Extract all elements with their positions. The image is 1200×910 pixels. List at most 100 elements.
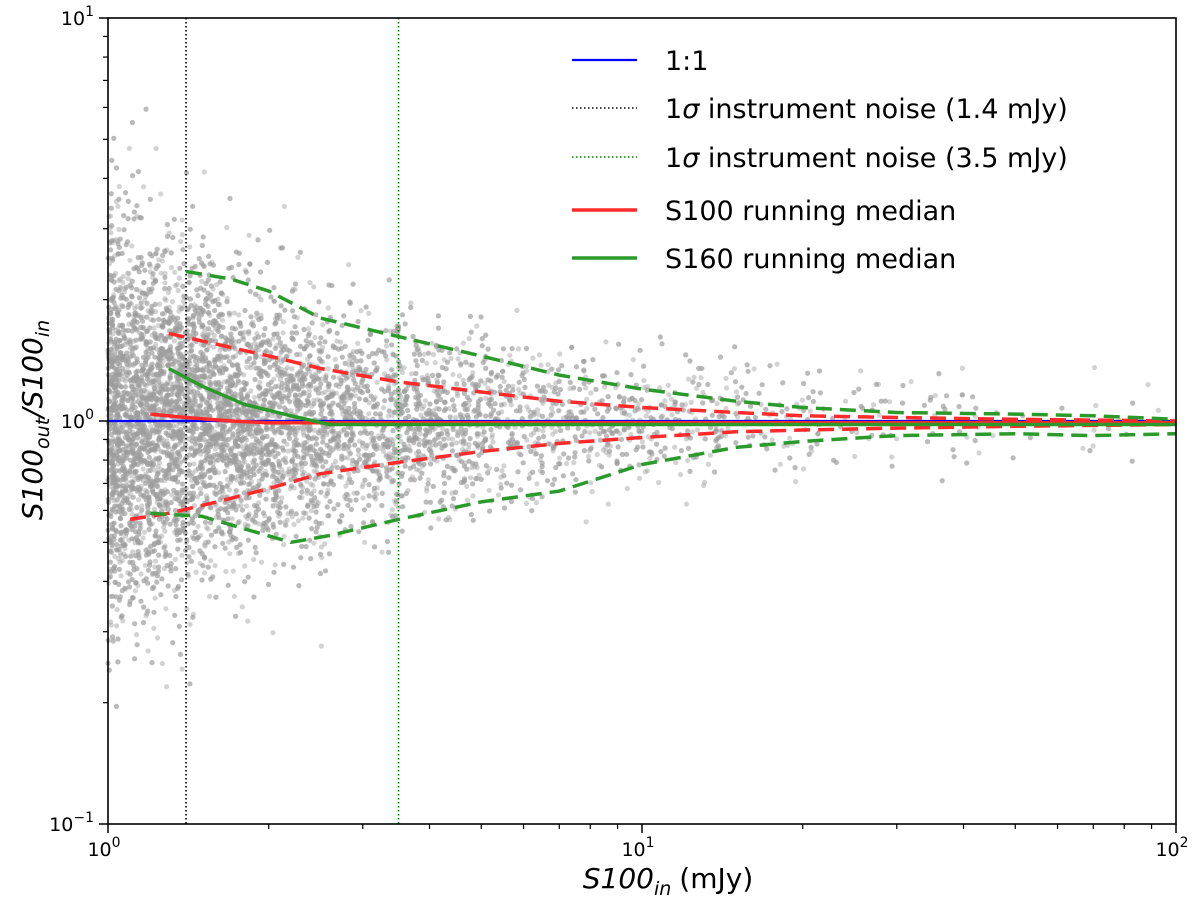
scatter-point [311,540,317,546]
scatter-point [330,430,336,436]
scatter-point [177,460,183,467]
scatter-point [1145,382,1151,388]
scatter-point [280,330,286,336]
scatter-point [338,394,344,400]
scatter-point [151,406,157,412]
scatter-point [322,541,328,547]
scatter-point [272,453,278,459]
scatter-point [113,405,119,411]
scatter-point [359,443,366,449]
scatter-point [588,390,594,396]
scatter-point [686,376,692,382]
scatter-point [643,413,649,419]
scatter-point [243,503,250,509]
scatter-point [128,472,134,479]
scatter-point [641,377,647,384]
scatter-point [624,485,630,492]
scatter-point [148,441,154,447]
scatter-point [453,415,459,421]
scatter-point [125,270,131,276]
scatter-point [408,371,415,377]
scatter-point [658,414,664,420]
scatter-point [115,203,121,209]
scatter-point [501,463,507,469]
scatter-point [223,568,229,575]
scatter-point [656,479,662,486]
scatter-point [466,336,472,342]
scatter-point [1091,364,1097,371]
scatter-point [300,515,306,521]
scatter-point [140,430,146,436]
scatter-point [246,232,252,238]
scatter-point [801,466,807,472]
scatter-point [723,375,729,381]
scatter-point [683,501,690,507]
scatter-point [596,462,603,468]
scatter-point [170,423,176,429]
scatter-point [111,344,117,350]
scatter-point [236,312,242,318]
scatter-point [252,394,258,400]
scatter-point [179,232,185,238]
scatter-point [172,283,178,289]
scatter-point [276,513,282,519]
scatter-point [357,410,363,416]
scatter-point [424,360,430,366]
scatter-point [108,619,114,625]
scatter-point [799,397,806,403]
scatter-point [409,426,416,432]
scatter-point [205,526,211,532]
scatter-point [424,488,430,494]
scatter-point [227,551,233,557]
scatter-point [128,380,135,386]
scatter-point [786,435,793,441]
scatter-point [169,351,176,358]
scatter-point [227,373,233,379]
scatter-point [672,444,678,450]
scatter-point [487,400,493,406]
scatter-point [288,408,294,414]
scatter-point [225,482,231,488]
scatter-point [210,461,216,467]
scatter-point [226,445,232,451]
scatter-point [1080,445,1086,451]
scatter-point [774,361,780,367]
scatter-point [232,475,238,481]
scatter-point [145,648,151,654]
scatter-point [320,359,326,365]
scatter-point [524,404,530,410]
scatter-point [329,465,335,471]
scatter-point [507,352,513,358]
scatter-point [357,366,363,372]
scatter-point [666,392,672,398]
scatter-point [201,329,207,335]
scatter-point [325,305,331,311]
scatter-point [433,436,439,442]
scatter-point [523,500,530,506]
scatter-point [111,341,117,347]
scatter-point [158,435,164,441]
scatter-point [258,559,265,565]
scatter-point [550,431,556,437]
scatter-point [205,445,211,451]
scatter-point [383,343,390,349]
scatter-point [157,301,163,307]
scatter-point [495,492,502,498]
scatter-point [662,398,668,404]
scatter-point [474,433,481,439]
scatter-point [311,488,317,494]
scatter-point [600,447,606,453]
scatter-point [134,391,140,397]
scatter-point [436,516,442,522]
scatter-point [141,184,147,190]
scatter-point [229,433,235,439]
scatter-point [330,389,336,395]
scatter-point [248,362,254,368]
scatter-point [117,550,123,556]
scatter-point [159,660,165,667]
scatter-point [531,447,537,453]
scatter-point [1155,407,1161,413]
scatter-point [194,304,200,310]
scatter-point [959,365,966,371]
scatter-point [126,145,132,151]
